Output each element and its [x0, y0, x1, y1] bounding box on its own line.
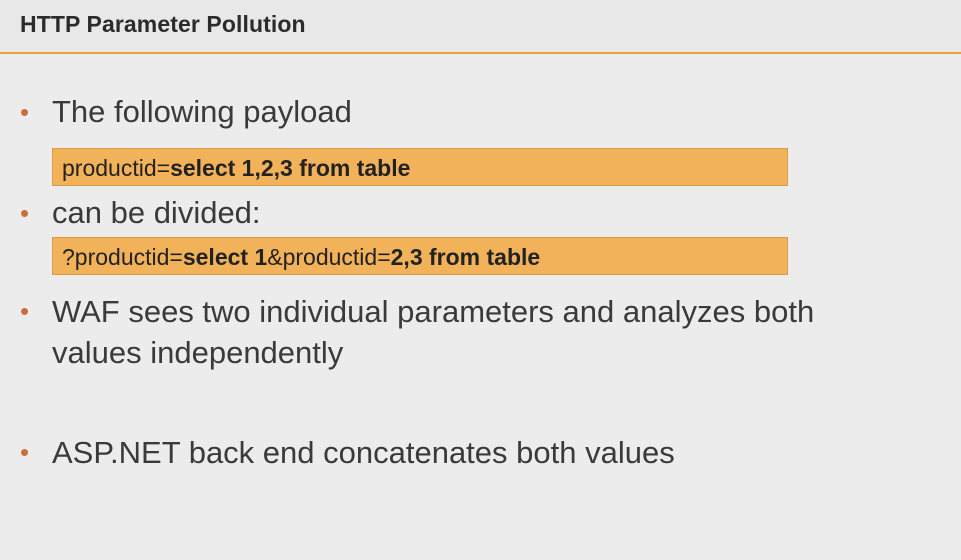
code-box-divided: ?productid=select 1&productid=2,3 from t… [52, 237, 788, 275]
code-box-payload: productid=select 1,2,3 from table [52, 148, 788, 186]
code-param-value: select 1,2,3 from table [170, 155, 411, 181]
code-param-name: productid= [62, 155, 171, 181]
code-param-value: select 1 [182, 244, 268, 270]
bullet-icon: • [20, 198, 30, 228]
bullet-icon: • [20, 296, 30, 326]
code-param-name: ?productid= [62, 244, 183, 270]
slide-title: HTTP Parameter Pollution [20, 11, 306, 37]
bullet-text-aspnet: ASP.NET back end concatenates both value… [52, 435, 675, 470]
bullet-icon: • [20, 437, 30, 467]
bullet-text-payload: The following payload [52, 94, 352, 129]
bullet-text-waf: WAF sees two individual parameters and a… [52, 294, 815, 329]
code-param-name: &productid= [267, 244, 391, 270]
slide-header: HTTP Parameter Pollution [0, 0, 961, 54]
bullet-icon: • [20, 97, 30, 127]
bullet-text-waf-continued: values independently [52, 335, 344, 370]
bullet-text-divided: can be divided: [52, 195, 261, 230]
code-param-value: 2,3 from table [390, 244, 541, 270]
